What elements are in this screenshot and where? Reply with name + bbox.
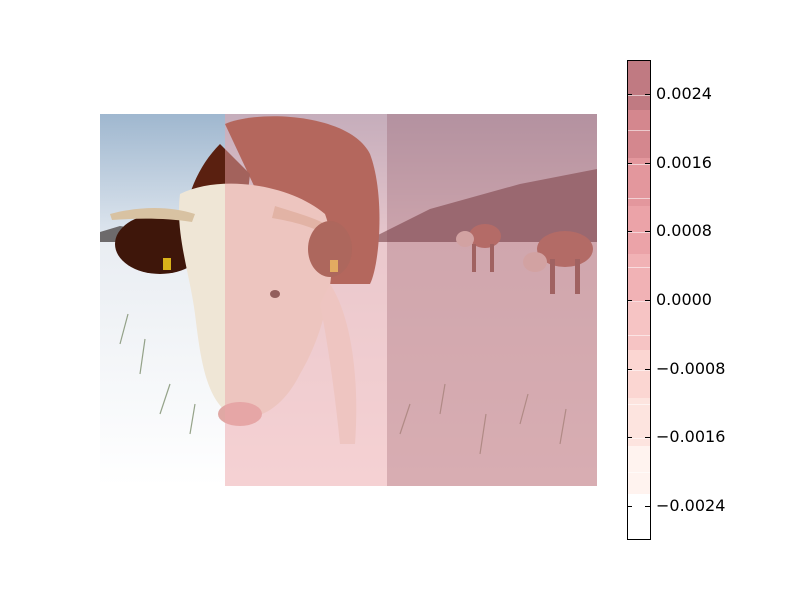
colorbar-tick-label: 0.0016	[656, 152, 712, 172]
colorbar-level-line	[628, 335, 650, 337]
colorbar-band	[628, 493, 650, 539]
colorbar-tick-label: 0.0008	[656, 221, 712, 241]
colorbar-tick-mark	[645, 368, 651, 370]
colorbar-level-line	[628, 438, 650, 440]
colorbar-tick-mark	[627, 231, 632, 233]
colorbar-level-line	[628, 301, 650, 302]
colorbar-tick-mark	[645, 505, 651, 507]
colorbar-level-line	[628, 129, 650, 131]
colorbar-band	[628, 397, 650, 446]
colorbar-band	[628, 109, 650, 158]
colorbar-tick-label: −0.0024	[656, 495, 726, 515]
colorbar-tick-mark	[627, 300, 632, 301]
colorbar-band	[628, 349, 650, 398]
colorbar-tick-mark	[627, 94, 632, 96]
colorbar-band	[628, 253, 650, 302]
heatmap-column	[225, 114, 387, 486]
colorbar-bands	[628, 61, 650, 539]
colorbar-band	[628, 61, 650, 110]
colorbar-level-line	[628, 232, 650, 234]
colorbar-tick-label: −0.0008	[656, 358, 726, 378]
colorbar-tick-label: 0.0024	[656, 84, 712, 104]
colorbar-tick-mark	[627, 505, 632, 507]
colorbar-tick-label: 0.0000	[656, 290, 712, 309]
colorbar-level-line	[628, 369, 650, 371]
colorbar-level-line	[628, 163, 650, 165]
colorbar-tick-mark	[645, 162, 651, 164]
colorbar-level-line	[628, 506, 650, 508]
colorbar-tick-label: −0.0016	[656, 427, 726, 447]
colorbar-level-line	[628, 95, 650, 97]
colorbar-level-line	[628, 266, 650, 268]
colorbar-level-line	[628, 472, 650, 474]
colorbar-band	[628, 157, 650, 206]
colorbar-level-line	[628, 198, 650, 200]
colorbar-tick-mark	[627, 368, 632, 370]
colorbar-tick-mark	[645, 94, 651, 96]
heatmap-column	[387, 114, 597, 486]
colorbar-tick-mark	[645, 437, 651, 439]
colorbar-band	[628, 301, 650, 350]
colorbar-band	[628, 445, 650, 494]
colorbar-tick-mark	[645, 300, 651, 301]
colorbar-tick-mark	[627, 437, 632, 439]
cattle-snow-photo	[100, 114, 597, 486]
colorbar-tick-mark	[627, 162, 632, 164]
colorbar-band	[628, 205, 650, 254]
heatmap-overlay	[225, 114, 597, 486]
colorbar-level-line	[628, 403, 650, 405]
colorbar-tick-mark	[645, 231, 651, 233]
